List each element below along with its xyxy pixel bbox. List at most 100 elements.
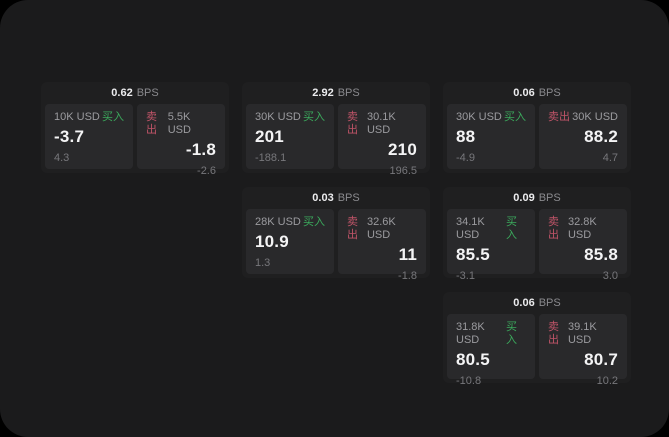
card-header: 0.06 BPS <box>443 292 631 314</box>
sell-side-label: 卖出 <box>548 321 559 346</box>
buy-side-label: 买入 <box>303 216 325 228</box>
buy-delta: -4.9 <box>456 152 475 164</box>
quote-panels: 31.8K USD 买入 80.5 -10.8 卖出 39.1K USD 80.… <box>443 314 631 387</box>
sell-tile-header: 卖出 32.8K USD <box>548 216 618 242</box>
bps-value: 2.92 <box>312 87 334 99</box>
quote-panels: 10K USD 买入 -3.7 4.3 卖出 5.5K USD -1.8 -2.… <box>41 104 229 177</box>
card-header: 0.62 BPS <box>41 82 229 104</box>
bps-unit-label: BPS <box>538 192 561 204</box>
card-header: 0.06 BPS <box>443 82 631 104</box>
sell-tile-header: 卖出 30.1K USD <box>347 111 417 137</box>
card-header: 0.09 BPS <box>443 187 631 209</box>
buy-quote-tile[interactable]: 28K USD 买入 10.9 1.3 <box>246 209 334 274</box>
sell-price: 80.7 <box>584 350 618 369</box>
sell-amount: 32.6K USD <box>366 216 396 241</box>
sell-tile-header: 卖出 39.1K USD <box>548 321 618 347</box>
sell-amount: 5.5K USD <box>167 111 191 136</box>
bps-value: 0.09 <box>513 192 535 204</box>
bps-value: 0.06 <box>513 87 535 99</box>
buy-side-label: 买入 <box>506 321 518 346</box>
buy-side-label: 买入 <box>102 111 124 123</box>
buy-amount: 10K USD <box>54 111 100 123</box>
bps-value: 0.62 <box>111 87 133 99</box>
bps-unit-label: BPS <box>337 87 360 99</box>
buy-side-label: 买入 <box>504 111 526 123</box>
sell-side-label: 卖出 <box>548 216 559 241</box>
quote-panels: 34.1K USD 买入 85.5 -3.1 卖出 32.8K USD 85.8… <box>443 209 631 282</box>
buy-quote-tile[interactable]: 10K USD 买入 -3.7 4.3 <box>45 104 133 169</box>
buy-price: 201 <box>255 127 284 146</box>
buy-side-label: 买入 <box>506 216 518 241</box>
quote-card: 2.92 BPS 30K USD 买入 201 -188.1 卖出 30.1K … <box>242 82 430 177</box>
quote-panels: 30K USD 买入 88 -4.9 卖出 30K USD 88.2 4.7 <box>443 104 631 173</box>
buy-price: 80.5 <box>456 350 490 369</box>
buy-price: 10.9 <box>255 232 289 251</box>
sell-tile-header: 卖出 32.6K USD <box>347 216 417 242</box>
quote-panels: 28K USD 买入 10.9 1.3 卖出 32.6K USD 11 -1.8 <box>242 209 430 282</box>
sell-delta: 10.2 <box>596 375 618 387</box>
sell-price: -1.8 <box>185 140 216 159</box>
buy-side-label: 买入 <box>303 111 325 123</box>
sell-price: 11 <box>398 245 417 264</box>
quote-card: 0.09 BPS 34.1K USD 买入 85.5 -3.1 卖出 32.8K… <box>443 187 631 282</box>
card-header: 0.03 BPS <box>242 187 430 209</box>
sell-price: 210 <box>388 140 417 159</box>
buy-amount: 34.1K USD <box>456 216 485 241</box>
buy-quote-tile[interactable]: 30K USD 买入 88 -4.9 <box>447 104 535 169</box>
sell-amount: 30K USD <box>572 111 618 123</box>
buy-delta: -188.1 <box>255 152 287 164</box>
bps-value: 0.03 <box>312 192 334 204</box>
buy-tile-header: 34.1K USD 买入 <box>456 216 526 242</box>
buy-price: -3.7 <box>54 127 85 146</box>
buy-delta: -10.8 <box>456 375 482 387</box>
sell-quote-tile[interactable]: 卖出 39.1K USD 80.7 10.2 <box>539 314 627 387</box>
bps-unit-label: BPS <box>337 192 360 204</box>
buy-delta: 4.3 <box>54 152 70 164</box>
buy-tile-header: 30K USD 买入 <box>255 111 325 124</box>
quote-card: 0.06 BPS 30K USD 买入 88 -4.9 卖出 30K USD 8… <box>443 82 631 173</box>
quote-panels: 30K USD 买入 201 -188.1 卖出 30.1K USD 210 1… <box>242 104 430 177</box>
sell-quote-tile[interactable]: 卖出 30.1K USD 210 196.5 <box>338 104 426 177</box>
sell-quote-tile[interactable]: 卖出 30K USD 88.2 4.7 <box>539 104 627 169</box>
sell-delta: -1.8 <box>398 270 417 282</box>
buy-tile-header: 31.8K USD 买入 <box>456 321 526 347</box>
quote-card: 0.03 BPS 28K USD 买入 10.9 1.3 卖出 32.6K US… <box>242 187 430 282</box>
buy-price: 85.5 <box>456 245 490 264</box>
sell-tile-header: 卖出 5.5K USD <box>146 111 216 137</box>
sell-side-label: 卖出 <box>347 111 358 136</box>
sell-tile-header: 卖出 30K USD <box>548 111 618 124</box>
buy-amount: 31.8K USD <box>456 321 485 346</box>
buy-quote-tile[interactable]: 30K USD 买入 201 -188.1 <box>246 104 334 169</box>
buy-tile-header: 28K USD 买入 <box>255 216 325 229</box>
buy-amount: 28K USD <box>255 216 301 228</box>
buy-amount: 30K USD <box>456 111 502 123</box>
sell-quote-tile[interactable]: 卖出 32.6K USD 11 -1.8 <box>338 209 426 282</box>
sell-side-label: 卖出 <box>347 216 358 241</box>
sell-amount: 30.1K USD <box>366 111 396 136</box>
sell-side-label: 卖出 <box>146 111 157 136</box>
buy-quote-tile[interactable]: 31.8K USD 买入 80.5 -10.8 <box>447 314 535 387</box>
buy-quote-tile[interactable]: 34.1K USD 买入 85.5 -3.1 <box>447 209 535 282</box>
sell-delta: 3.0 <box>602 270 618 282</box>
card-header: 2.92 BPS <box>242 82 430 104</box>
sell-quote-tile[interactable]: 卖出 32.8K USD 85.8 3.0 <box>539 209 627 282</box>
buy-price: 88 <box>456 127 476 146</box>
sell-price: 88.2 <box>584 127 618 146</box>
sell-delta: 196.5 <box>389 165 417 177</box>
quote-card: 0.06 BPS 31.8K USD 买入 80.5 -10.8 卖出 39.1… <box>443 292 631 387</box>
sell-delta: -2.6 <box>197 165 216 177</box>
bps-unit-label: BPS <box>538 87 561 99</box>
quote-card: 0.62 BPS 10K USD 买入 -3.7 4.3 卖出 5.5K USD… <box>41 82 229 177</box>
sell-amount: 39.1K USD <box>567 321 597 346</box>
buy-amount: 30K USD <box>255 111 301 123</box>
sell-delta: 4.7 <box>602 152 618 164</box>
bps-unit-label: BPS <box>538 297 561 309</box>
bps-unit-label: BPS <box>136 87 159 99</box>
sell-quote-tile[interactable]: 卖出 5.5K USD -1.8 -2.6 <box>137 104 225 177</box>
buy-delta: -3.1 <box>456 270 475 282</box>
sell-amount: 32.8K USD <box>567 216 597 241</box>
buy-tile-header: 10K USD 买入 <box>54 111 124 124</box>
buy-delta: 1.3 <box>255 257 271 269</box>
buy-tile-header: 30K USD 买入 <box>456 111 526 124</box>
